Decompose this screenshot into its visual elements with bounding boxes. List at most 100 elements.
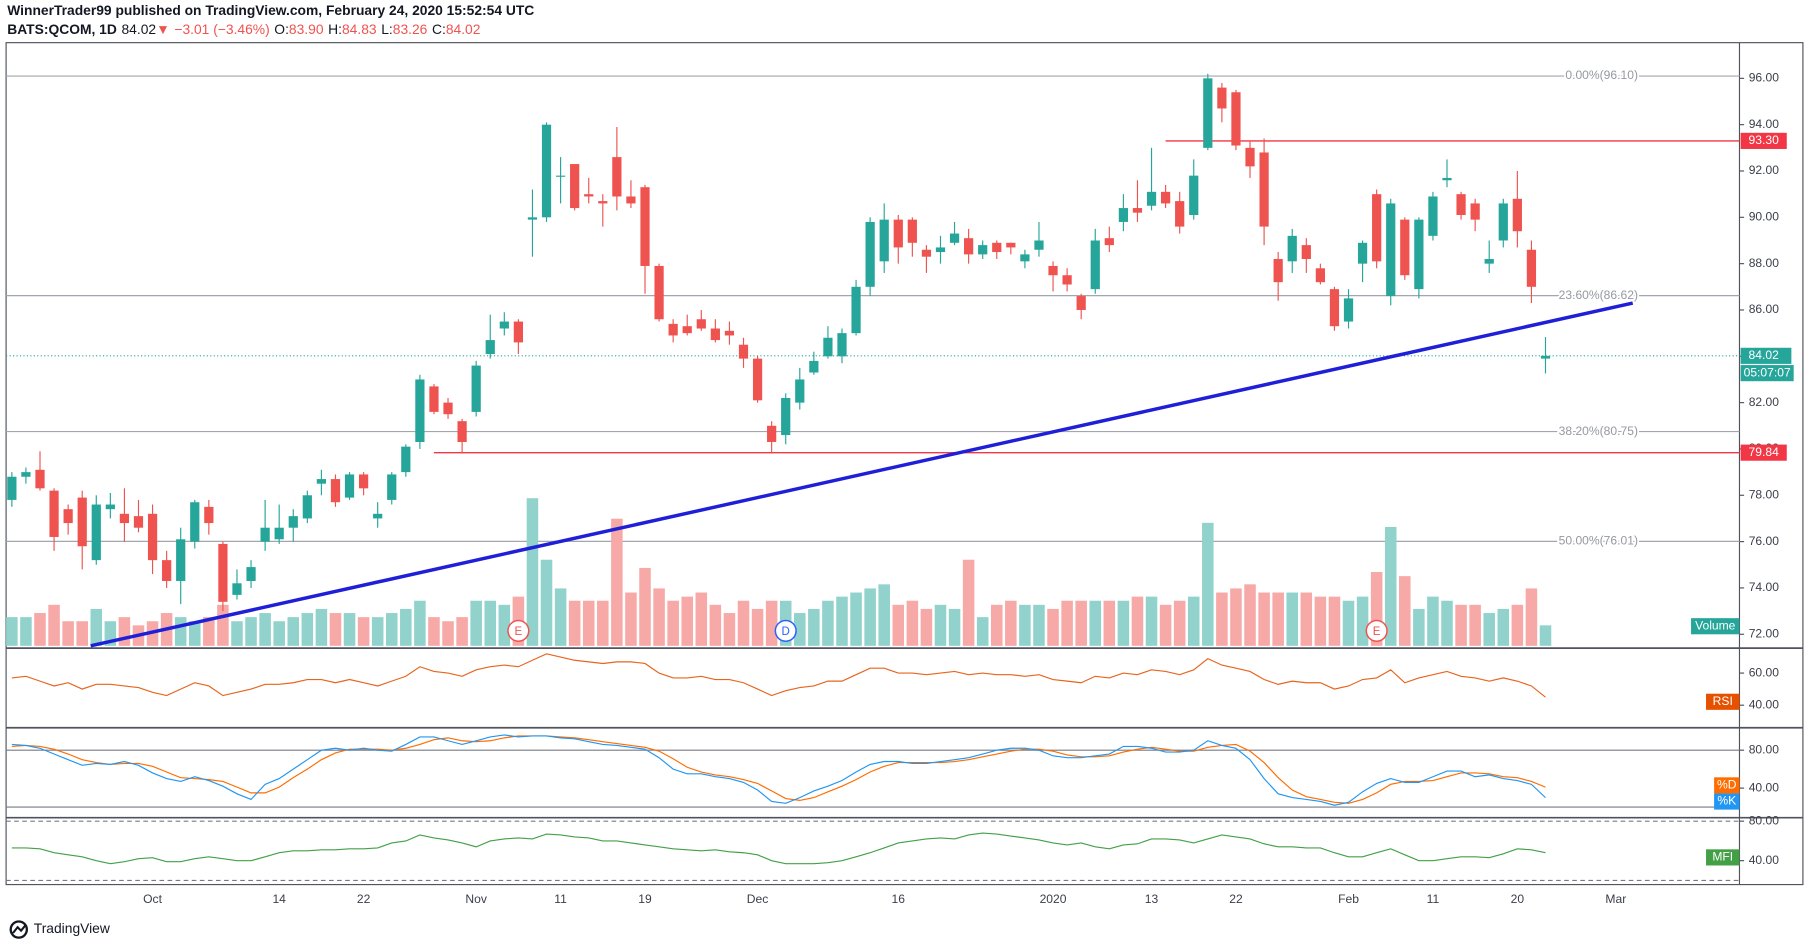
volume-bar: [217, 604, 229, 646]
candle-body: [1020, 254, 1030, 262]
volume-bar: [582, 600, 595, 646]
candle-body: [373, 513, 383, 519]
y-tick-label: 80.00: [1749, 742, 1780, 756]
candle-body: [907, 219, 917, 243]
quote-part: H:: [328, 21, 342, 37]
volume-bar: [1005, 600, 1017, 646]
trendline: [90, 301, 1634, 648]
candle-body: [1273, 259, 1283, 283]
volume-bar: [1202, 522, 1214, 646]
last-price-tag: [1740, 347, 1792, 364]
candle-body: [527, 217, 538, 220]
volume-bar: [456, 617, 468, 646]
candle-body: [232, 583, 242, 595]
indicator-line: [11, 653, 1546, 698]
candle-body: [288, 516, 298, 528]
volume-bar: [1187, 596, 1200, 646]
volume-bar: [48, 604, 60, 646]
y-tick-label: 90.00: [1749, 210, 1780, 224]
volume-bar: [20, 617, 32, 646]
volume-bar: [1342, 600, 1355, 646]
volume-bar: [1525, 588, 1538, 646]
volume-bar: [611, 518, 623, 646]
candle-body: [978, 245, 988, 255]
volume-bar: [976, 617, 989, 646]
volume-bar: [709, 604, 722, 646]
event-marker: [1365, 619, 1388, 642]
volume-bar: [681, 596, 693, 646]
volume-bar: [329, 613, 342, 646]
candle-body: [77, 497, 87, 547]
volume-bar: [1483, 613, 1495, 646]
candle-body: [612, 157, 622, 197]
candle-body: [710, 328, 720, 341]
candle-body: [91, 504, 101, 561]
volume-bar: [653, 588, 665, 646]
candle-body: [204, 506, 214, 524]
candle-body: [1118, 208, 1129, 222]
volume-bar: [639, 567, 651, 646]
event-label: E: [515, 626, 523, 638]
volume-bar: [1356, 596, 1369, 646]
candle-body: [260, 527, 270, 542]
volume-bar: [1258, 592, 1270, 646]
x-tick-label: Oct: [143, 892, 162, 906]
candle-body: [724, 330, 735, 336]
volume-bar: [892, 604, 905, 646]
volume-bar: [414, 600, 426, 646]
volume-bar: [189, 621, 201, 646]
volume-bar: [104, 621, 117, 646]
volume-bar: [1145, 596, 1158, 646]
candle-body: [598, 201, 608, 204]
volume-bar: [794, 613, 806, 646]
volume-bar: [203, 617, 215, 646]
volume-bar: [385, 613, 398, 646]
x-tick-label: Dec: [747, 892, 769, 906]
y-tick-label: 40.00: [1749, 697, 1780, 711]
quote-part: 84.02: [121, 21, 156, 37]
candle-body: [964, 238, 974, 255]
volume-tag: Volume: [1691, 618, 1740, 635]
quote-part: BATS:QCOM, 1D: [7, 21, 117, 37]
x-tick-label: 16: [892, 892, 906, 906]
y-tick-label: 78.00: [1749, 487, 1780, 501]
volume-bar: [948, 608, 961, 646]
y-tick-label: 88.00: [1749, 256, 1780, 270]
volume-bar: [1455, 604, 1467, 646]
candle-body: [176, 539, 186, 581]
volume-bar: [836, 596, 848, 646]
volume-tag-bg: [1691, 618, 1740, 635]
volume-bar: [343, 613, 356, 646]
volume-bar: [1089, 600, 1102, 646]
candle-body: [1343, 298, 1354, 322]
candle-body: [21, 472, 31, 477]
volume-bar: [1441, 600, 1453, 646]
volume-bar: [118, 617, 131, 646]
x-tick-label: 14: [272, 892, 286, 906]
candle-body: [1287, 235, 1297, 262]
volume-bar: [470, 600, 482, 646]
candle-body: [443, 402, 453, 415]
x-tick-label: 22: [1229, 892, 1243, 906]
indicator-line: [11, 832, 1546, 865]
volume-bar: [1286, 592, 1299, 646]
volume-bar: [1103, 600, 1116, 646]
candle-body: [1540, 355, 1551, 359]
volume-bar: [6, 617, 18, 646]
candle-body: [1498, 203, 1508, 241]
candle-body: [274, 527, 284, 540]
volume-bar: [737, 600, 750, 646]
price-level-tag: [1740, 444, 1787, 461]
volume-bar: [934, 604, 947, 646]
last-price-label: 84.02: [1749, 348, 1780, 362]
candle-body: [1456, 194, 1466, 216]
x-tick-label: Feb: [1338, 892, 1359, 906]
event-label: D: [782, 626, 790, 638]
volume-tag-label: Volume: [1695, 618, 1736, 632]
volume-bar: [287, 617, 300, 646]
candle-body: [105, 504, 115, 510]
y-tick-label: 82.00: [1749, 395, 1780, 409]
candle-body: [584, 194, 594, 197]
candle-body: [1372, 194, 1382, 262]
